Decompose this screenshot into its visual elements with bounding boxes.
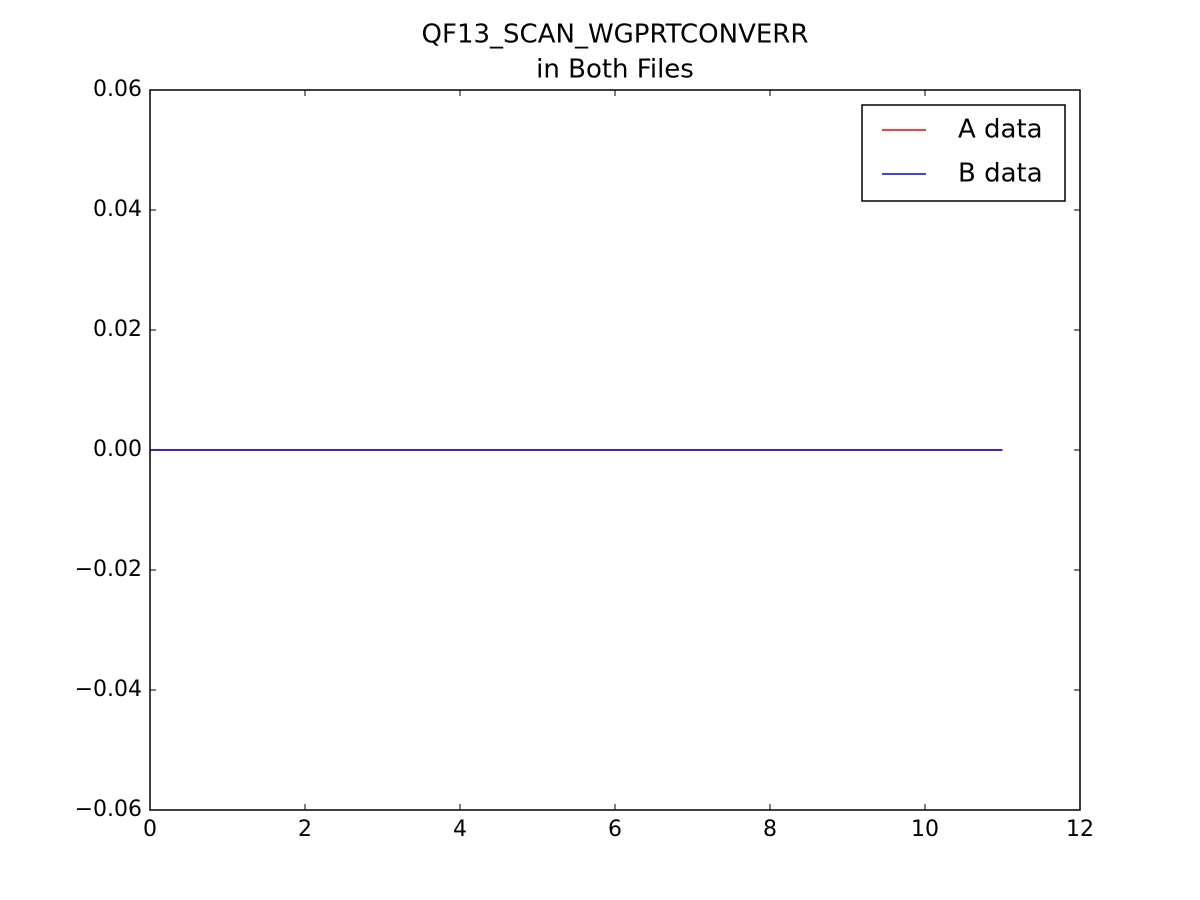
y-tick-label: 0.04 — [93, 197, 142, 222]
y-tick-label: 0.06 — [93, 77, 142, 102]
y-tick-label: 0.02 — [93, 317, 142, 342]
y-tick-label: −0.06 — [75, 797, 142, 822]
chart-title: QF13_SCAN_WGPRTCONVERR — [422, 20, 809, 50]
y-tick-label: −0.04 — [75, 677, 142, 702]
x-tick-label: 0 — [143, 817, 157, 842]
plot-frame — [149, 89, 1081, 811]
y-tick-label: 0.00 — [93, 437, 142, 462]
legend-box — [861, 104, 1066, 202]
x-tick-label: 8 — [763, 817, 777, 842]
y-tick-label: −0.02 — [75, 557, 142, 582]
chart-subtitle: in Both Files — [536, 55, 694, 85]
x-tick-label: 2 — [298, 817, 312, 842]
x-tick-label: 10 — [911, 817, 939, 842]
legend-label: B data — [958, 159, 1043, 189]
x-tick-label: 6 — [608, 817, 622, 842]
x-tick-label: 12 — [1066, 817, 1094, 842]
x-tick-label: 4 — [453, 817, 467, 842]
legend-label: A data — [958, 115, 1043, 145]
